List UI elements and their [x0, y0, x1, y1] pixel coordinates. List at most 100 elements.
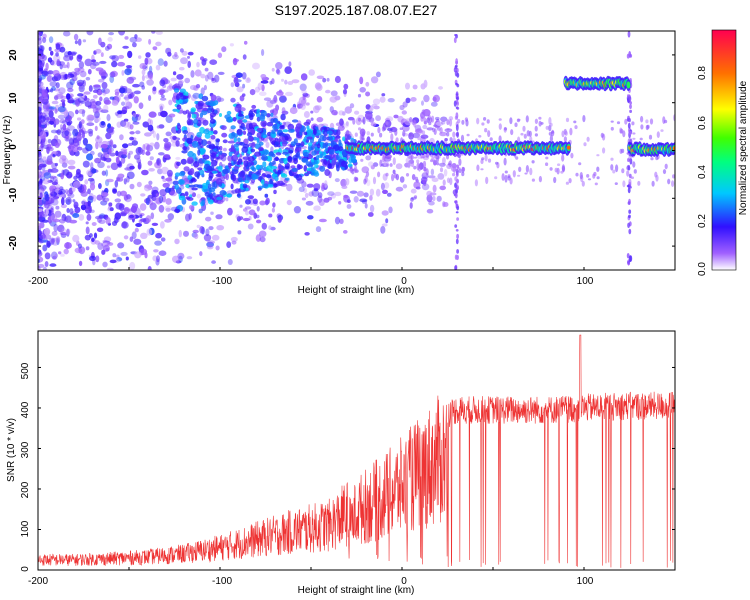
spectrogram-cell — [125, 65, 133, 69]
spectrogram-cell — [514, 122, 518, 128]
spectrogram-cell — [639, 137, 643, 141]
spectrogram-cell — [377, 171, 381, 178]
spectrogram-cell — [549, 134, 554, 143]
spectrogram-cell — [415, 186, 421, 190]
spectrogram-cell — [222, 168, 229, 174]
spectrogram-streak — [455, 97, 459, 100]
spectrogram-cell — [210, 94, 217, 101]
spectrogram-cell — [44, 261, 49, 267]
spectrogram-cell — [395, 186, 404, 192]
spectrogram-cell — [545, 156, 549, 160]
spectrogram-cell — [640, 124, 644, 130]
spectrogram-cell — [452, 165, 456, 174]
spectrogram-cell — [124, 194, 132, 203]
spectrogram-cell — [105, 157, 112, 163]
spectrogram-cell — [423, 166, 427, 172]
spectrogram-cell — [43, 172, 52, 179]
spectrogram-cell — [73, 97, 81, 105]
spectrogram-cell — [89, 209, 95, 214]
spectrogram-cell — [317, 192, 323, 199]
spectrogram-cell — [91, 222, 97, 226]
spectrogram-cell — [225, 197, 229, 202]
spectrogram-cell — [444, 138, 448, 142]
spectrogram-cell — [375, 115, 381, 122]
spectrogram-cell — [410, 188, 417, 194]
spectrogram-cell — [38, 38, 42, 45]
spectrogram-cell — [211, 77, 217, 84]
snr-series-line — [38, 334, 675, 568]
spectrogram-cell — [145, 52, 151, 58]
spectrogram-streak — [456, 249, 459, 254]
spectrogram-cell — [222, 139, 228, 144]
spectrogram-cell — [59, 102, 66, 108]
spectrogram-cell — [141, 74, 145, 82]
spectrogram-cell — [262, 183, 269, 189]
spectrogram-cell — [226, 194, 232, 198]
spectrogram-cell — [315, 226, 322, 233]
spectrogram-cell — [213, 100, 219, 106]
spectrogram-cell — [76, 134, 82, 142]
spectrogram-cell — [164, 141, 172, 149]
spectrogram-cell — [71, 76, 78, 82]
spectrogram-cell — [486, 119, 490, 124]
spectrogram-cell — [458, 168, 462, 173]
spectrogram-cell — [45, 158, 53, 165]
spectrogram-cell — [44, 227, 51, 236]
spectrogram-cell — [483, 117, 487, 121]
spectrogram-cell — [66, 208, 70, 213]
spectrogram-cell — [124, 36, 129, 40]
spectrogram-cell — [205, 101, 211, 106]
spectrogram-cell — [164, 205, 172, 211]
snr-xtick: 100 — [577, 576, 594, 587]
spectrogram-cell — [433, 160, 437, 166]
spectrogram-cell — [148, 111, 157, 118]
spectrogram-cell — [242, 183, 248, 189]
spectrogram-cell — [480, 168, 484, 171]
spectrogram-cell — [114, 198, 122, 203]
spectrogram-cell — [185, 213, 191, 222]
spectrogram-cell — [251, 173, 257, 181]
spectrogram-streak — [456, 72, 460, 78]
spectrogram-streak — [454, 182, 457, 188]
spectrogram-cell — [110, 162, 119, 171]
spectrogram-cell — [237, 137, 241, 143]
spectrogram-cell — [154, 161, 162, 169]
spectrogram-cell — [115, 150, 119, 156]
spectrogram-cell — [324, 169, 331, 176]
spectrogram-cell — [259, 200, 266, 206]
spectrogram-streak — [454, 254, 458, 260]
spectrogram-cell — [151, 31, 156, 34]
spectrogram-cell — [203, 234, 212, 242]
spectrogram-cell — [656, 131, 660, 139]
spectrogram-cell — [282, 151, 289, 155]
spectrogram-cell — [182, 95, 189, 100]
spectrogram-cell — [231, 240, 237, 245]
spectrogram-streak — [455, 203, 459, 207]
spectrogram-cell — [346, 204, 352, 209]
spectrogram-cell — [53, 118, 60, 125]
spectrogram-cell — [140, 232, 148, 239]
spectrogram-cell — [298, 186, 305, 193]
spectrogram-cell — [48, 110, 54, 119]
spectrogram-cell — [77, 93, 84, 97]
spectrogram-cell — [393, 114, 399, 119]
spectrogram-cell — [368, 106, 373, 113]
spectrogram-cell — [42, 54, 47, 61]
spectrogram-cell — [420, 134, 429, 139]
spectrogram-cell — [303, 121, 311, 126]
spectrogram-cell — [143, 184, 151, 192]
spectrogram-cell — [121, 109, 127, 115]
spectrogram-cell — [204, 133, 211, 139]
spectrogram-cell — [337, 125, 345, 131]
spectrogram-cell — [200, 145, 204, 149]
spectrogram-cell — [95, 48, 102, 54]
spectrogram-cell — [168, 83, 173, 89]
spectrogram-cell — [230, 125, 236, 130]
spectrogram-cell — [233, 143, 240, 148]
spectrogram-cell — [425, 168, 429, 176]
spectrogram-cell — [89, 167, 95, 175]
spectrogram-cell — [423, 79, 428, 88]
spectrogram-cell — [444, 128, 453, 133]
spectrogram-cell — [111, 55, 120, 62]
spectrogram-cell — [168, 113, 176, 118]
